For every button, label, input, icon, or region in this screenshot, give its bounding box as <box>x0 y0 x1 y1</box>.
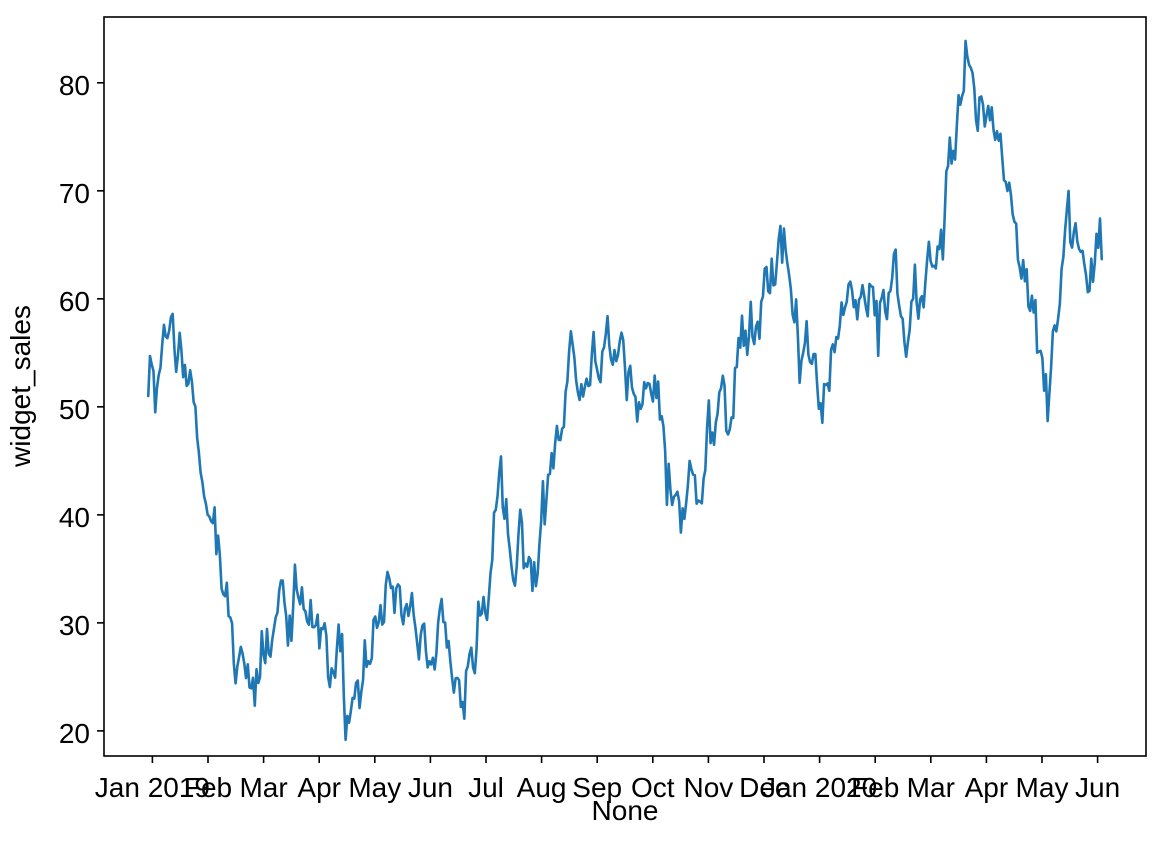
svg-text:60: 60 <box>59 286 90 317</box>
svg-text:Mar: Mar <box>239 772 287 803</box>
svg-text:Nov: Nov <box>684 772 734 803</box>
svg-text:30: 30 <box>59 610 90 641</box>
svg-text:Jul: Jul <box>468 772 504 803</box>
svg-text:widget_sales: widget_sales <box>5 305 36 468</box>
svg-text:Feb: Feb <box>851 772 899 803</box>
svg-text:Jun: Jun <box>408 772 453 803</box>
svg-text:Apr: Apr <box>965 772 1009 803</box>
svg-text:40: 40 <box>59 502 90 533</box>
svg-text:Aug: Aug <box>517 772 567 803</box>
svg-text:50: 50 <box>59 394 90 425</box>
svg-text:20: 20 <box>59 718 90 749</box>
svg-text:May: May <box>1016 772 1069 803</box>
svg-text:70: 70 <box>59 178 90 209</box>
svg-text:Mar: Mar <box>907 772 955 803</box>
svg-text:Feb: Feb <box>184 772 232 803</box>
svg-text:None: None <box>592 795 659 826</box>
svg-text:May: May <box>348 772 401 803</box>
svg-text:80: 80 <box>59 70 90 101</box>
svg-text:Apr: Apr <box>297 772 341 803</box>
svg-text:Jun: Jun <box>1075 772 1120 803</box>
